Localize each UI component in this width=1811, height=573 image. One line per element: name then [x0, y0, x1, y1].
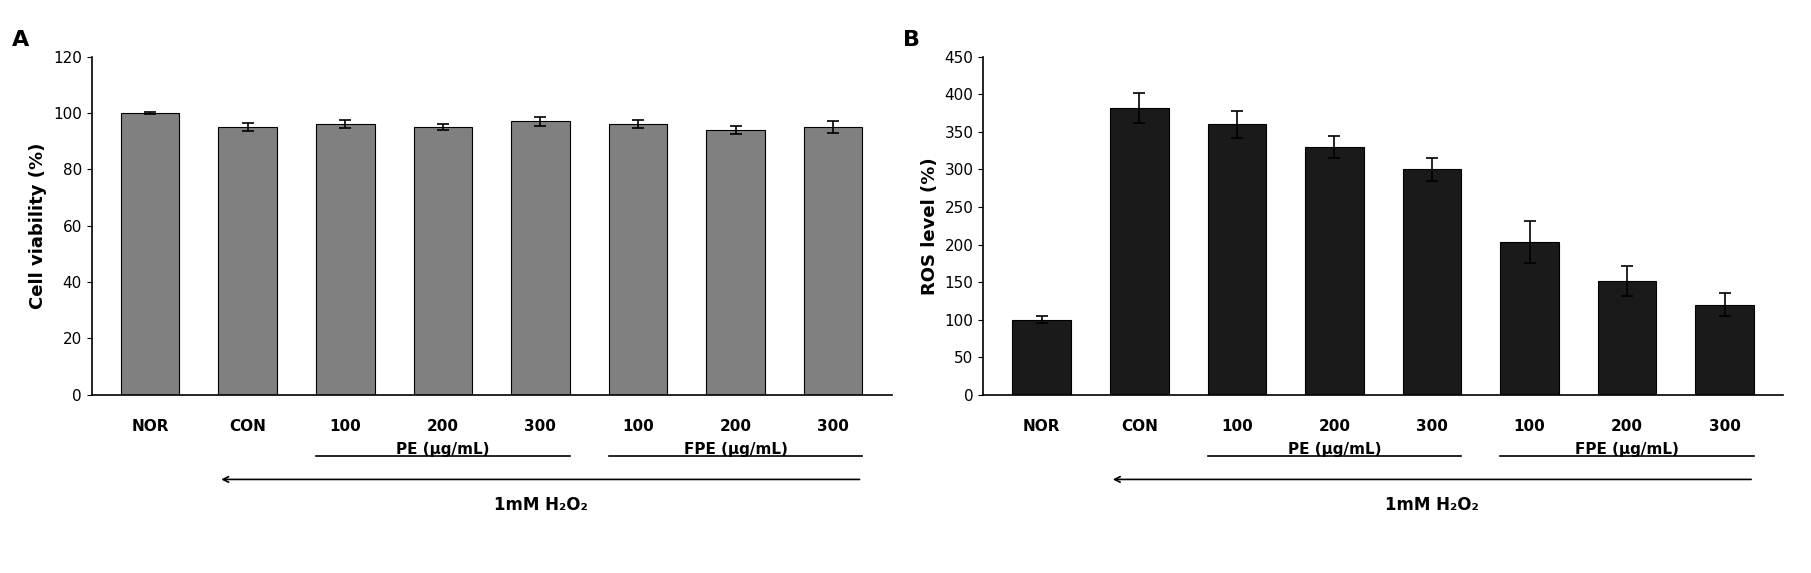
Text: CON: CON — [230, 418, 266, 434]
Y-axis label: Cell viability (%): Cell viability (%) — [29, 143, 47, 309]
Text: 100: 100 — [1514, 418, 1545, 434]
Text: NOR: NOR — [132, 418, 168, 434]
Bar — [511, 121, 570, 395]
Text: CON: CON — [1121, 418, 1157, 434]
Bar — [706, 130, 764, 395]
Text: FPE (μg/mL): FPE (μg/mL) — [683, 442, 788, 457]
Text: 200: 200 — [1612, 418, 1643, 434]
Text: B: B — [904, 30, 920, 50]
Bar — [1597, 281, 1657, 395]
Text: PE (μg/mL): PE (μg/mL) — [1288, 442, 1382, 457]
Text: 1mM H₂O₂: 1mM H₂O₂ — [1385, 496, 1480, 515]
Text: 200: 200 — [427, 418, 458, 434]
Text: 1mM H₂O₂: 1mM H₂O₂ — [494, 496, 587, 515]
Bar — [1110, 108, 1168, 395]
Bar — [413, 127, 473, 395]
Bar — [219, 127, 277, 395]
Text: 100: 100 — [330, 418, 360, 434]
Text: 300: 300 — [525, 418, 556, 434]
Bar — [804, 127, 862, 395]
Text: 300: 300 — [1710, 418, 1740, 434]
Y-axis label: ROS level (%): ROS level (%) — [922, 157, 938, 295]
Text: PE (μg/mL): PE (μg/mL) — [397, 442, 489, 457]
Text: 100: 100 — [621, 418, 654, 434]
Text: 300: 300 — [817, 418, 849, 434]
Bar — [121, 113, 179, 395]
Bar — [315, 124, 375, 395]
Bar — [1500, 242, 1559, 395]
Bar — [1695, 305, 1753, 395]
Bar — [1404, 170, 1461, 395]
Text: FPE (μg/mL): FPE (μg/mL) — [1576, 442, 1679, 457]
Text: A: A — [11, 30, 29, 50]
Text: 300: 300 — [1416, 418, 1449, 434]
Bar — [1306, 147, 1364, 395]
Bar — [1012, 320, 1070, 395]
Text: 200: 200 — [1318, 418, 1351, 434]
Text: 200: 200 — [719, 418, 752, 434]
Text: NOR: NOR — [1023, 418, 1061, 434]
Text: 100: 100 — [1221, 418, 1253, 434]
Bar — [608, 124, 666, 395]
Bar — [1208, 124, 1266, 395]
